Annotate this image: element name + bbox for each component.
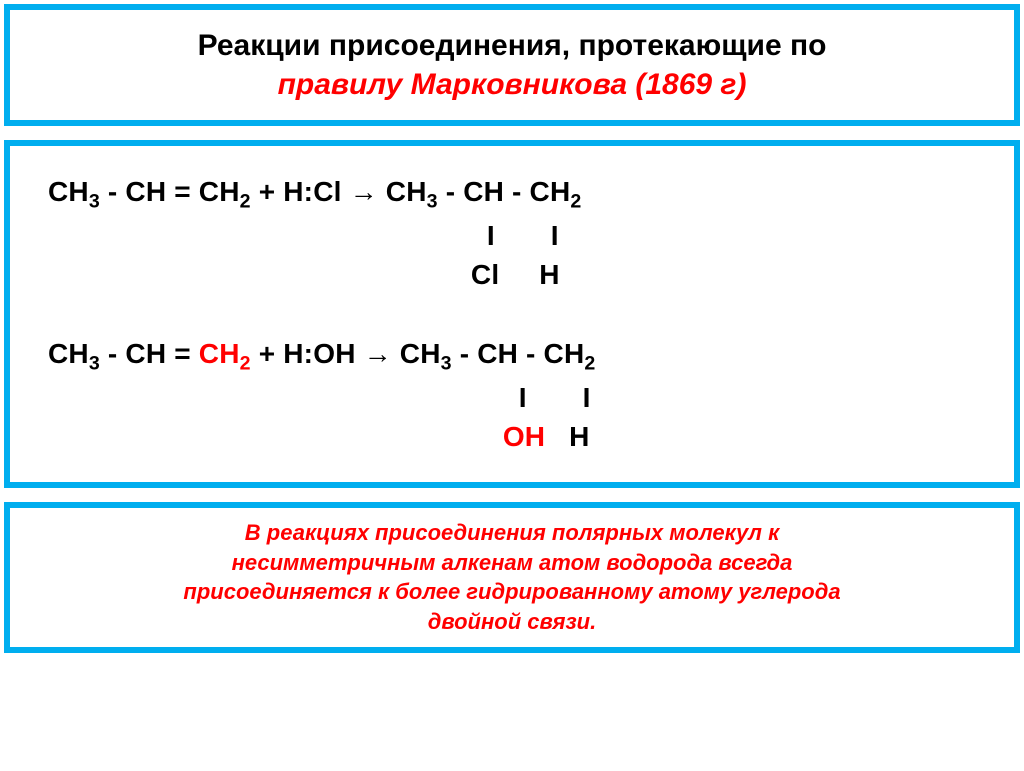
eq2-dash: - CH = (100, 338, 199, 369)
equation-2-main: CH3 - CH = CH2 + H:OH → CH3 - CH - CH2 (48, 334, 984, 378)
eq2-hoh: H:OH (283, 338, 355, 369)
equations-frame: CH3 - CH = CH2 + H:Cl → CH3 - CH - CH2 I… (4, 140, 1020, 488)
eq2-rhs-ch: CH (400, 338, 441, 369)
equation-2-subst: OH H (48, 417, 984, 456)
eq2-rhs-sub2: 2 (584, 352, 595, 374)
eq2-h: H (545, 421, 589, 452)
eq1-sub2: 2 (240, 191, 251, 213)
eq1-bond: I I (487, 220, 559, 251)
header-frame: Реакции присоединения, протекающие по пр… (4, 4, 1020, 126)
footer-line1: В реакциях присоединения полярных молеку… (24, 518, 1000, 548)
footer-line4: двойной связи. (24, 607, 1000, 637)
eq2-arrow: → (356, 338, 400, 369)
eq1-rhs-ch: CH (386, 176, 427, 207)
eq1-sub3: 3 (89, 191, 100, 213)
eq2-pad1 (48, 382, 519, 413)
header-line1: Реакции присоединения, протекающие по (20, 26, 1004, 65)
eq2-ch-red: CH (199, 338, 240, 369)
equation-1-bonds: I I (48, 216, 984, 255)
eq1-hcl: H:Cl (283, 176, 341, 207)
eq1-pad1 (48, 220, 487, 251)
eq2-rhs-sub3: 3 (441, 352, 452, 374)
eq2-sub3: 3 (89, 352, 100, 374)
eq2-plus: + (251, 338, 284, 369)
eq1-rhs-sub3: 3 (427, 191, 438, 213)
eq2-rhs-dash: - CH - CH (452, 338, 585, 369)
eq2-bond: I I (519, 382, 591, 413)
footer-line2: несимметричным алкенам атом водорода все… (24, 548, 1000, 578)
eq1-subst: Cl H (471, 259, 560, 290)
equation-1-main: CH3 - CH = CH2 + H:Cl → CH3 - CH - CH2 (48, 172, 984, 216)
footer-frame: В реакциях присоединения полярных молеку… (4, 502, 1020, 653)
eq1-rhs-sub2: 2 (570, 191, 581, 213)
equation-2-bonds: I I (48, 378, 984, 417)
eq2-sub2-red: 2 (240, 352, 251, 374)
eq1-rhs-dash: - CH - CH (438, 176, 571, 207)
header-line2: правилу Марковникова (1869 г) (20, 65, 1004, 104)
equation-1-subst: Cl H (48, 255, 984, 294)
eq1-ch: CH (48, 176, 89, 207)
eq1-pad2 (48, 259, 471, 290)
equation-spacer (48, 294, 984, 333)
eq1-arrow: → (342, 176, 386, 207)
eq1-plus: + (251, 176, 284, 207)
eq2-ch: CH (48, 338, 89, 369)
footer-line3: присоединяется к более гидрированному ат… (24, 577, 1000, 607)
eq2-pad2 (48, 421, 503, 452)
eq2-oh-red: OH (503, 421, 545, 452)
eq1-dash: - CH = CH (100, 176, 240, 207)
